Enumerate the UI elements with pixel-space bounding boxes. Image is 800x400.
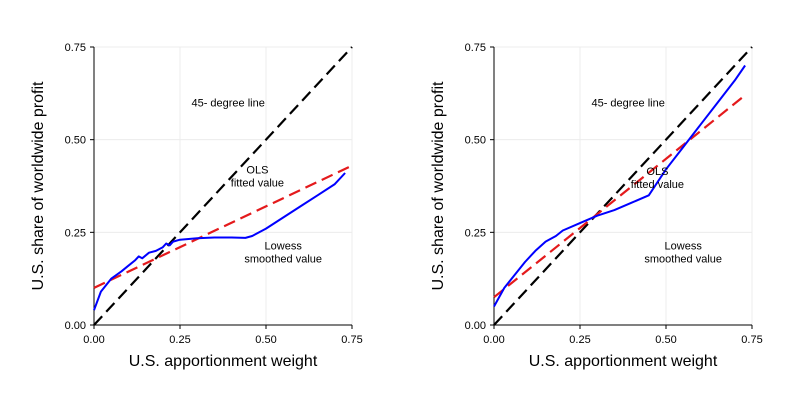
- y-tick-label: 0.25: [65, 227, 86, 239]
- x-tick-label: 0.00: [483, 334, 504, 346]
- x-tick-label: 0.00: [83, 334, 104, 346]
- chart-annotation: 45- degree line: [191, 98, 264, 110]
- series-ols-fitted-line: [93, 164, 353, 289]
- y-tick-label: 0.50: [65, 135, 86, 147]
- x-axis-title: U.S. apportionment weight: [129, 353, 318, 370]
- chart-panel-right: 0.00 0.25 0.50 0.75 0.00 0.25 0.50 0.75 U.S. app…: [430, 42, 763, 370]
- chart-annotation: smoothed value: [644, 253, 722, 265]
- chart-annotation: Lowess: [665, 240, 703, 252]
- chart-annotation: smoothed value: [244, 253, 322, 265]
- y-tick-label: 0.00: [465, 320, 486, 332]
- series-45-degree-line: [493, 46, 753, 326]
- chart-annotation: fitted value: [631, 179, 684, 191]
- series-lowess-smoothed-line: [493, 64, 746, 307]
- series-45-degree-line: [93, 46, 353, 326]
- series-ols-fitted-line: [493, 94, 746, 299]
- x-tick-label: 0.25: [169, 334, 190, 346]
- chart-annotation: OLS: [246, 164, 268, 176]
- chart-annotation: Lowess: [265, 240, 303, 252]
- y-tick-label: 0.75: [65, 42, 86, 54]
- chart-annotation: OLS: [646, 166, 668, 178]
- x-tick-label: 0.25: [569, 334, 590, 346]
- y-tick-label: 0.25: [465, 227, 486, 239]
- y-axis-title: U.S. share of worldwide profit: [430, 81, 447, 291]
- x-tick-label: 0.50: [655, 334, 676, 346]
- x-axis-title: U.S. apportionment weight: [529, 353, 718, 370]
- x-tick-label: 0.50: [255, 334, 276, 346]
- y-tick-label: 0.75: [465, 42, 486, 54]
- y-axis-title: U.S. share of worldwide profit: [30, 81, 47, 291]
- y-tick-label: 0.00: [65, 320, 86, 332]
- y-tick-label: 0.50: [465, 135, 486, 147]
- x-tick-label: 0.75: [741, 334, 762, 346]
- chart-annotation: 45- degree line: [591, 98, 664, 110]
- chart-annotation: fitted value: [231, 177, 284, 189]
- series-lowess-smoothed-line: [93, 172, 346, 311]
- x-tick-label: 0.75: [341, 334, 362, 346]
- chart-panel-left: 0.00 0.25 0.50 0.75 0.00 0.25 0.50 0.75 U.S. app…: [30, 42, 363, 370]
